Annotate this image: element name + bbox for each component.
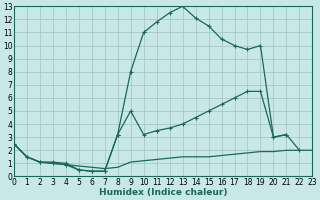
- X-axis label: Humidex (Indice chaleur): Humidex (Indice chaleur): [99, 188, 227, 197]
